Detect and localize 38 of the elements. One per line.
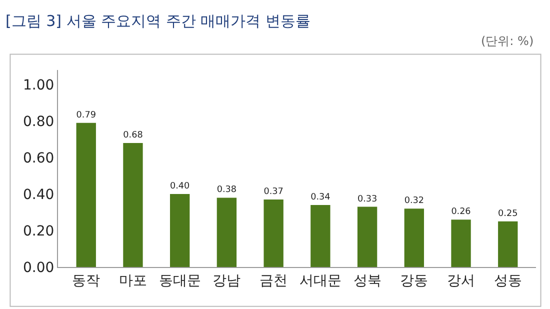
x-tick-label: 서대문 [299,272,342,289]
data-label: 0.79 [76,110,96,120]
bar [123,142,143,267]
bar [310,204,330,267]
data-label: 0.40 [170,182,190,192]
bar [170,194,190,267]
data-label: 0.25 [498,208,518,219]
data-label: 0.68 [123,130,144,140]
data-label: 0.34 [310,192,331,202]
chart-title: [그림 3] 서울 주요지역 주간 매매가격 변동률 [6,12,310,30]
x-tick-label: 강서 [447,272,476,289]
y-tick-label: 1.00 [23,77,54,94]
x-tick-label: 성동 [494,272,522,289]
x-tick-label: 성북 [353,272,382,289]
bar [451,220,471,267]
data-label: 0.37 [264,186,284,197]
data-label: 0.33 [357,194,378,204]
y-tick-label: 0.80 [23,114,54,130]
y-tick-label: 0.00 [23,260,54,276]
y-tick-label: 0.40 [23,186,54,203]
bar [357,206,378,267]
bar [76,122,96,267]
bar [404,208,424,267]
x-tick-label: 마포 [118,272,147,289]
bar [498,221,518,267]
data-label: 0.38 [216,185,237,196]
x-tick-label: 강남 [212,272,241,289]
x-tick-label: 강동 [400,272,428,289]
x-tick-label: 동대문 [158,272,201,289]
y-tick-label: 0.20 [23,223,54,240]
x-tick-label: 금천 [260,272,288,289]
text: (단위: %) [481,34,534,48]
bar [216,198,237,267]
bar [264,200,284,267]
y-tick-label: 0.60 [23,150,54,166]
data-label: 0.32 [404,196,424,206]
x-tick-label: 동작 [72,272,100,289]
data-label: 0.26 [451,207,472,218]
